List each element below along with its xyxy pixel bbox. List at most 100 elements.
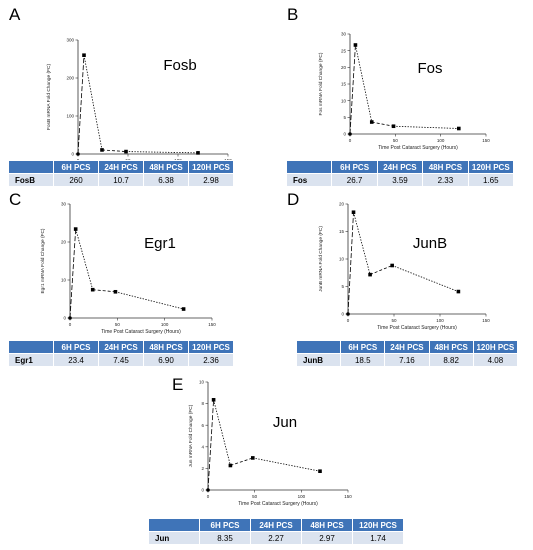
panel-letter: E [172,375,184,394]
x-tick-label: 150 [344,494,352,499]
data-point [348,132,352,136]
table-corner [8,160,54,174]
series-segment [353,212,371,275]
table-header: 24H PCS [376,160,424,174]
data-point [391,124,396,129]
series-segment [77,55,85,155]
panel-letter: C [9,190,22,209]
data-point [351,210,356,215]
chart-title: Egr1 [144,235,176,252]
series-segment [125,151,199,154]
gene-name-cell: FosB [8,173,54,187]
table-jun: 6H PCS 24H PCS 48H PCS 120H PCS Jun 8.35 2.27 2… [148,518,404,545]
value-cell: 8.35 [199,531,251,545]
chart-title: JunB [413,235,447,252]
series-segment [83,55,103,151]
x-tick-label: 50 [393,138,399,143]
data-point [368,272,372,277]
table-header: 120H PCS [188,160,234,174]
value-cell: 2.27 [250,531,302,545]
chart-title: Jun [273,414,297,431]
panel-letter: A [9,5,21,24]
x-axis-label: Time Post Cataract Surgery (Hours) [377,325,457,331]
table-header: 6H PCS [199,518,251,532]
x-tick-label: 150 [482,318,490,323]
x-tick-label: 100 [436,318,444,323]
y-axis-label: Egr1 mRNA Fold Change (FC) [40,228,46,293]
table-header: 24H PCS [250,518,302,532]
table-header: 120H PCS [467,160,515,174]
y-tick-label: 10 [61,278,67,283]
value-cell: 1.65 [467,173,515,187]
y-tick-label: 300 [66,38,74,43]
series-segment [230,457,253,466]
x-tick-label: 0 [69,322,72,327]
y-tick-label: 100 [66,114,74,119]
y-tick-label: 4 [201,444,204,449]
y-tick-label: 0 [63,316,66,321]
data-point [318,469,322,474]
y-tick-label: 30 [341,32,347,37]
x-tick-label: 100 [437,138,445,143]
y-tick-label: 8 [201,401,204,406]
x-tick-label: 150 [482,138,490,143]
x-tick-label: 0 [349,138,352,143]
y-tick-label: 25 [341,48,347,53]
table-corner [148,518,200,532]
gene-name-cell: Fos [285,173,333,187]
value-cell: 6.90 [143,353,189,367]
x-tick-label: 50 [115,322,121,327]
y-axis-label: JunB mRNA Fold Change (FC) [318,226,324,292]
series-segment [75,228,94,290]
table-header: 24H PCS [98,340,144,354]
y-tick-label: 5 [343,115,346,120]
value-cell: 8.82 [428,353,474,367]
y-tick-label: 2 [201,466,204,471]
series-segment [101,149,127,152]
y-tick-label: 0 [341,312,344,317]
data-point [68,316,72,320]
data-point [124,149,128,154]
value-cell: 7.16 [384,353,430,367]
series-segment [213,399,231,466]
chart-jun: 0 50 100 150 0 2 4 6 8 10 Time Post Cataract Surge… [188,380,352,507]
chart-title: Fosb [163,57,196,74]
value-cell: 2.98 [188,173,234,187]
y-tick-label: 20 [341,65,347,70]
value-cell: 4.08 [472,353,519,367]
y-tick-label: 10 [199,380,205,385]
data-point [456,289,461,294]
panel-letter: B [287,5,299,24]
y-tick-label: 20 [339,202,345,207]
y-tick-label: 0 [343,132,346,137]
y-tick-label: 15 [339,229,345,234]
table-header: 48H PCS [428,340,474,354]
y-axis-label: Fos mRNA Fold Change (FC) [318,52,324,115]
value-cell: 1.74 [352,531,404,545]
x-tick-label: 150 [208,322,216,327]
data-point [228,463,233,468]
series-segment [115,291,184,310]
x-tick-label: 100 [298,494,306,499]
table-header: 24H PCS [384,340,430,354]
data-point [90,287,95,292]
value-cell: 23.4 [53,353,99,367]
y-tick-label: 10 [341,98,347,103]
series-segment [371,121,394,127]
chart-title: Fos [417,60,442,77]
table-junb: 6H PCS 24H PCS 48H PCS 120H PCS JunB 18.5 7.16… [295,340,519,367]
panel-letter: D [287,190,300,209]
table-corner [285,160,333,174]
data-point [251,456,255,460]
table-corner [8,340,54,354]
table-header: 6H PCS [331,160,378,174]
value-cell: 7.45 [98,353,144,367]
x-tick-label: 100 [161,322,169,327]
value-cell: 2.97 [301,531,353,545]
gene-name-cell: Jun [148,531,200,545]
table-header: 6H PCS [340,340,386,354]
series-segment [355,44,373,123]
x-axis-label: Time Post Cataract Surgery (Hours) [101,329,181,335]
table-fos: 6H PCS 24H PCS 48H PCS 120H PCS Fos 26.7 3.59 2… [285,160,515,187]
data-point [457,126,461,131]
